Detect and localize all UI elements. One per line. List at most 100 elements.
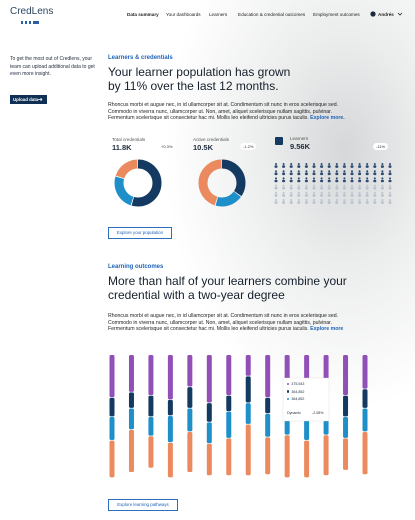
bar-segment bbox=[206, 355, 212, 403]
tooltip-value: 364,852 bbox=[291, 389, 305, 394]
eyebrow: Learning outcomes bbox=[108, 264, 164, 270]
person-head bbox=[275, 177, 277, 180]
person-icon bbox=[373, 177, 377, 183]
person-head bbox=[381, 184, 384, 187]
bar-segment bbox=[109, 440, 115, 478]
donut-segment bbox=[198, 159, 246, 207]
donut-segment bbox=[198, 159, 246, 207]
person-icon bbox=[373, 199, 377, 204]
logo-mark bbox=[21, 21, 39, 24]
person-icon bbox=[388, 170, 392, 176]
person-head bbox=[282, 191, 285, 194]
person-head bbox=[320, 191, 323, 194]
bar-segment bbox=[226, 411, 232, 438]
bar-segment bbox=[148, 436, 154, 468]
person-head bbox=[328, 170, 331, 173]
person-icon bbox=[282, 184, 286, 190]
person-body bbox=[297, 194, 301, 197]
bar-segment bbox=[304, 419, 310, 440]
person-body bbox=[274, 172, 278, 176]
link[interactable]: Explore more. bbox=[310, 115, 345, 122]
person-head bbox=[389, 163, 391, 165]
arrow-icon bbox=[38, 97, 43, 102]
person-body bbox=[388, 201, 392, 204]
person-head bbox=[328, 177, 331, 180]
person-head bbox=[351, 177, 353, 180]
person-body bbox=[297, 172, 301, 176]
person-head bbox=[381, 191, 384, 194]
person-body bbox=[327, 172, 331, 176]
bar-segment bbox=[187, 432, 193, 473]
person-head bbox=[282, 184, 285, 187]
person-head bbox=[373, 199, 376, 201]
person-icon bbox=[304, 163, 308, 168]
person-body bbox=[274, 186, 278, 190]
nav-item[interactable]: Employment outcomes bbox=[313, 12, 360, 17]
person-body bbox=[335, 165, 339, 168]
person-body bbox=[312, 172, 316, 176]
body: Rhoncus morbi et augue nec, in id ullamc… bbox=[108, 313, 344, 333]
person-head bbox=[343, 199, 346, 201]
person-head bbox=[381, 170, 384, 173]
person-body bbox=[358, 179, 362, 183]
person-body bbox=[282, 201, 286, 204]
chevron[interactable] bbox=[397, 12, 403, 16]
person-head bbox=[275, 170, 277, 173]
bar-segment bbox=[206, 443, 212, 476]
bar-segment bbox=[245, 355, 251, 376]
person-icon bbox=[274, 199, 278, 204]
person-body bbox=[380, 194, 384, 197]
stat-value: 11.8K bbox=[112, 143, 132, 152]
user-name[interactable]: Andrés bbox=[378, 12, 394, 17]
person-body bbox=[282, 186, 286, 190]
person-icon bbox=[380, 163, 384, 168]
tooltip-change: -2.08% bbox=[312, 411, 324, 415]
person-body bbox=[304, 201, 308, 204]
person-body bbox=[380, 201, 384, 204]
nav-item[interactable]: Data summary bbox=[127, 12, 159, 17]
person-icon bbox=[282, 177, 286, 183]
person-icon bbox=[289, 184, 293, 190]
upload-button[interactable]: Upload data bbox=[13, 97, 39, 102]
person-head bbox=[343, 177, 346, 180]
person-head bbox=[335, 170, 338, 173]
person-icon bbox=[365, 170, 369, 176]
person-body bbox=[327, 186, 331, 190]
person-body bbox=[297, 186, 301, 190]
nav-item[interactable]: Your dashboards bbox=[166, 12, 201, 17]
person-head bbox=[389, 191, 391, 194]
person-icon bbox=[358, 170, 362, 176]
nav-item[interactable]: Learners bbox=[209, 12, 228, 17]
bar-segment bbox=[167, 399, 173, 416]
person-icon bbox=[312, 184, 316, 190]
bar-segment bbox=[323, 435, 329, 476]
person-head bbox=[290, 199, 293, 201]
person-icon bbox=[312, 177, 316, 183]
person-head bbox=[328, 163, 331, 165]
person-body bbox=[297, 165, 301, 168]
person-head bbox=[389, 184, 391, 187]
person-icon bbox=[297, 184, 301, 190]
person-icon bbox=[327, 184, 331, 190]
logo: CredLens bbox=[10, 6, 54, 17]
bar-segment bbox=[109, 397, 115, 417]
eyebrow: Learners & credentials bbox=[108, 55, 173, 61]
person-body bbox=[335, 179, 339, 183]
bar-segment bbox=[343, 438, 349, 470]
person-head bbox=[290, 177, 293, 180]
person-icon bbox=[373, 191, 377, 197]
link[interactable]: Explore more bbox=[310, 326, 344, 333]
bar-segment bbox=[343, 355, 349, 396]
bar-segment bbox=[362, 432, 368, 475]
explore-pathways-button[interactable]: Explore learning pathways bbox=[108, 499, 178, 511]
upload-button-bg[interactable] bbox=[10, 95, 47, 104]
person-head bbox=[358, 177, 361, 180]
nav-item[interactable]: Education & credential outcomes bbox=[238, 12, 306, 17]
person-body bbox=[365, 179, 369, 183]
person-head bbox=[313, 163, 315, 165]
explore-population-button[interactable]: Explore your population bbox=[108, 227, 172, 239]
person-body bbox=[388, 186, 392, 190]
donut-segment bbox=[114, 159, 162, 207]
person-body bbox=[304, 179, 308, 183]
